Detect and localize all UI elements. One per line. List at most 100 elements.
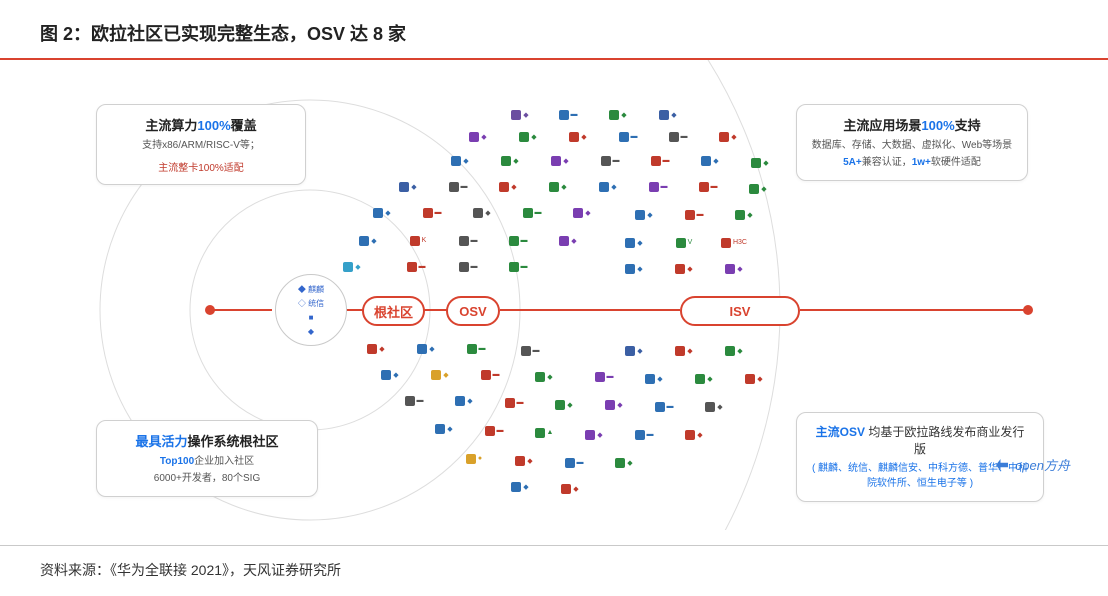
partner-logo: ◆	[664, 262, 704, 275]
partner-logo: ▬	[624, 428, 664, 441]
partner-logo: ◆	[332, 260, 372, 273]
partner-logo: ◆	[370, 368, 410, 381]
partner-logo: ◆	[738, 182, 778, 195]
partner-logo: ◆	[348, 234, 388, 247]
core-partner-logo: ◆ 麒麟	[286, 283, 336, 295]
info-box-line3: 6000+开发者，80个SIG	[111, 471, 303, 486]
open-icon	[993, 456, 1011, 474]
partner-logo: ◆	[440, 154, 480, 167]
brand-corner-logo: open方舟	[993, 455, 1070, 474]
partner-logo: ◆	[524, 370, 564, 383]
info-box-title: 主流OSV 均基于欧拉路线发布商业发行版	[811, 423, 1029, 457]
partner-logo: ◆	[714, 344, 754, 357]
partner-logo: ●	[454, 452, 494, 465]
partner-logo: ◆	[490, 154, 530, 167]
partner-logo: ◆	[684, 372, 724, 385]
partner-logo: ▬	[584, 370, 624, 383]
axis-endpoint-dot	[205, 305, 215, 315]
partner-logo: ▬	[448, 234, 488, 247]
partner-logo: ◆	[562, 206, 602, 219]
partner-logo: ▬	[658, 130, 698, 143]
core-partner-logo: ■	[300, 312, 322, 322]
partner-logo: ▬	[554, 456, 594, 469]
axis-segment	[424, 309, 448, 311]
partner-logo: H3C	[714, 236, 754, 249]
partner-logo: ◆	[488, 180, 528, 193]
partner-logo: ◆	[604, 456, 644, 469]
partner-logo: ▬	[412, 206, 452, 219]
partner-logo: ◆	[406, 342, 446, 355]
partner-logo: ◆	[694, 400, 734, 413]
partner-logo: ▬	[608, 130, 648, 143]
partner-logo: ▬	[548, 108, 588, 121]
partner-logo: ▬	[394, 394, 434, 407]
partner-logo: ◆	[574, 428, 614, 441]
partner-logo: ◆	[614, 262, 654, 275]
axis-segment	[500, 309, 680, 311]
core-circle: ◆ 麒麟◇ 统信■◆	[275, 274, 347, 346]
partner-logo: ◆	[740, 156, 780, 169]
partner-logo: ◆	[690, 154, 730, 167]
partner-logo: ◆	[614, 236, 654, 249]
partner-logo: ◆	[540, 154, 580, 167]
partner-logo: ◆	[648, 108, 688, 121]
partner-logo: ◆	[674, 428, 714, 441]
partner-logo: ▬	[590, 154, 630, 167]
partner-logo: ◆	[558, 130, 598, 143]
axis-segment	[800, 309, 1030, 311]
partner-logo: ▬	[498, 234, 538, 247]
pill-osv: OSV	[446, 296, 500, 326]
partner-logo: ▬	[512, 206, 552, 219]
partner-logo: ◆	[550, 482, 590, 495]
partner-logo: V	[664, 236, 704, 249]
info-box-line3: 5A+兼容认证，1w+软硬件适配	[811, 155, 1013, 170]
partner-logo: ◆	[548, 234, 588, 247]
axis-segment	[210, 309, 272, 311]
partner-logo: ◆	[708, 130, 748, 143]
info-box-title: 最具活力操作系统根社区	[111, 431, 303, 450]
partner-logo: ◆	[500, 480, 540, 493]
info-box-subtext: 支持x86/ARM/RISC-V等；	[111, 138, 291, 153]
partner-logo: ◆	[724, 208, 764, 221]
partner-logo: ◆	[714, 262, 754, 275]
partner-logo: ◆	[734, 372, 774, 385]
partner-logo: ◆	[444, 394, 484, 407]
partner-logo: ◆	[424, 422, 464, 435]
info-box-title: 主流应用场景100%支持	[811, 115, 1013, 134]
partner-logo: ◆	[664, 344, 704, 357]
partner-logo: ▬	[396, 260, 436, 273]
partner-logo: ◆	[420, 368, 460, 381]
core-partner-logo: ◇ 统信	[286, 297, 336, 309]
partner-logo: ▬	[644, 400, 684, 413]
partner-logo: ▬	[494, 396, 534, 409]
partner-logo: ◆	[538, 180, 578, 193]
partner-logo: ▲	[524, 426, 564, 439]
partner-logo: ◆	[614, 344, 654, 357]
source-citation: 资料来源：《华为全联接 2021》，天风证券研究所	[0, 545, 1108, 596]
pill-root: 根社区	[362, 296, 425, 326]
partner-logo: ▬	[456, 342, 496, 355]
partner-logo: ◆	[388, 180, 428, 193]
partner-logo: ◆	[624, 208, 664, 221]
partner-logo: ◆	[544, 398, 584, 411]
partner-logo: ▬	[638, 180, 678, 193]
info-box-top-right: 主流应用场景100%支持 数据库、存储、大数据、虚拟化、Web等场景 5A+兼容…	[796, 104, 1028, 181]
ecosystem-diagram: ◆ 麒麟 ◇ 统信 ■ ◆ 根社区 OSV ISV ◆ ▬ ◆ ◆ ◆ ◆ ◆ ▬ ▬ ◆ ◆ ◆ ◆ ▬ ▬ ◆ ◆ ◆ ▬…	[0, 60, 1108, 530]
info-box-subtext: 数据库、存储、大数据、虚拟化、Web等场景	[811, 138, 1013, 153]
partner-logo: ◆	[588, 180, 628, 193]
partner-logo: ◆	[504, 454, 544, 467]
info-box-top-left: 主流算力100%覆盖 支持x86/ARM/RISC-V等； 主流整卡100%适配	[96, 104, 306, 185]
partner-logo: ◆	[594, 398, 634, 411]
partner-logo: K	[398, 234, 438, 247]
partner-logo: ▬	[640, 154, 680, 167]
partner-logo: ◆	[508, 130, 548, 143]
info-box-subtext: Top100企业加入社区	[111, 454, 303, 469]
partner-logo: ◆	[362, 206, 402, 219]
info-box-title: 主流算力100%覆盖	[111, 115, 291, 134]
partner-logo: ▬	[474, 424, 514, 437]
pill-isv: ISV	[680, 296, 800, 326]
partner-logo: ◆	[462, 206, 502, 219]
partner-logo: ▬	[498, 260, 538, 273]
partner-logo: ◆	[500, 108, 540, 121]
partner-logo: ◆	[634, 372, 674, 385]
